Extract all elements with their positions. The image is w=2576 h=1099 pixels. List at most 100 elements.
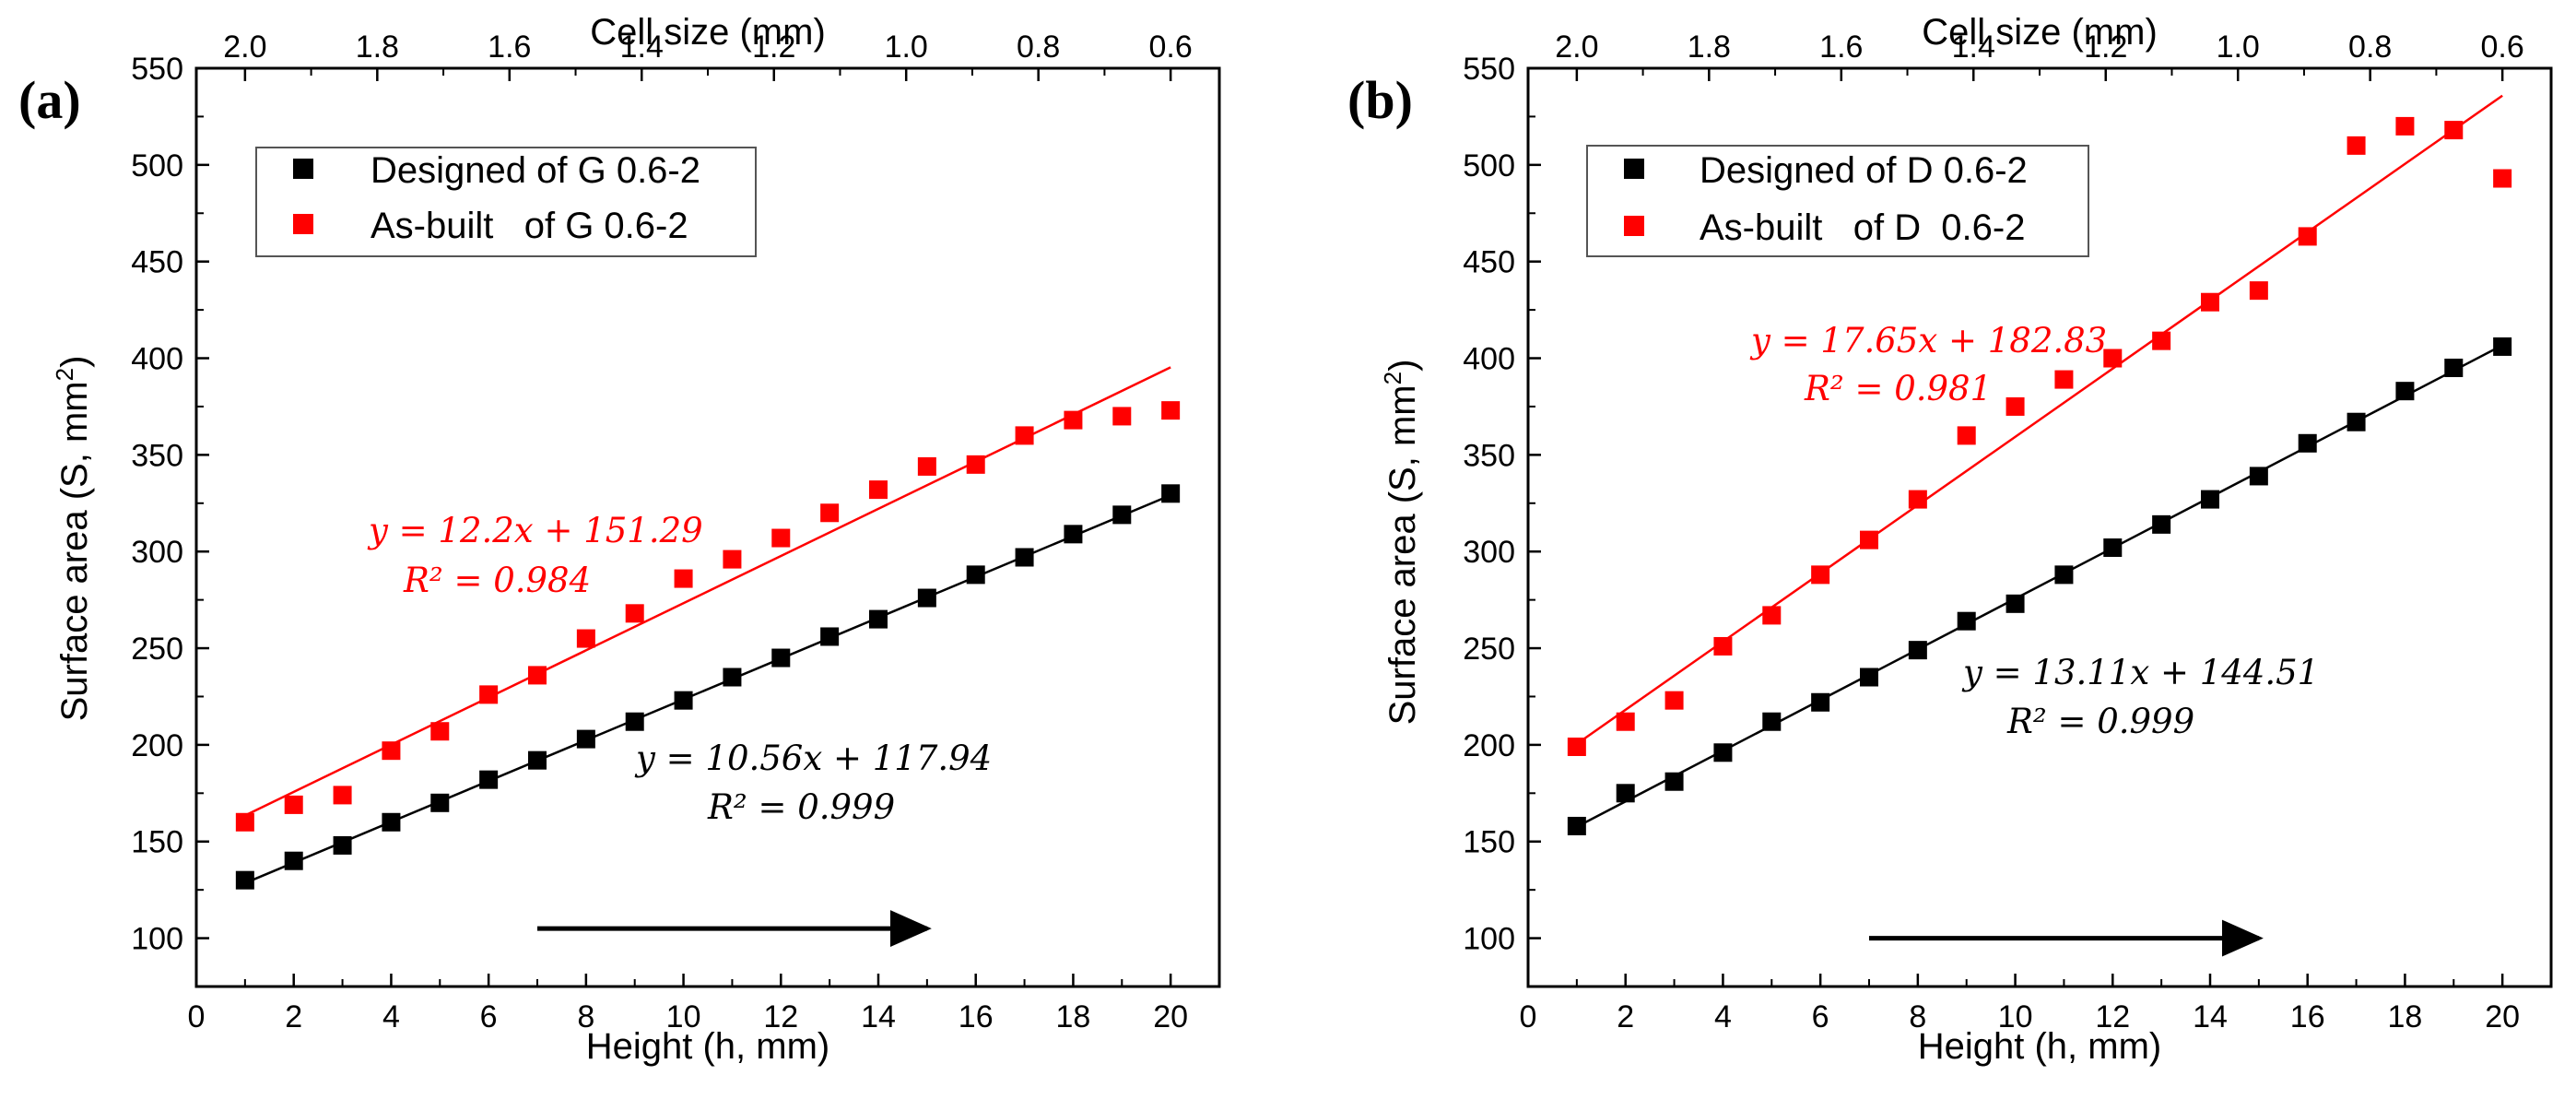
panel-label-b: (b) bbox=[1347, 70, 1413, 130]
legend-a: Designed of G 0.6-2 As-built of G 0.6-2 bbox=[255, 147, 757, 257]
top-tick-label-b: 1.6 bbox=[1819, 30, 1863, 65]
y-axis-title-a: Surface area (S, mm2) bbox=[51, 356, 95, 722]
point-designed-b bbox=[1811, 692, 1830, 712]
point-designed-a bbox=[820, 627, 840, 646]
x-tick-label-a: 18 bbox=[1056, 999, 1091, 1034]
top-tick-label-a: 2.0 bbox=[223, 30, 266, 65]
point-asbuilt-a bbox=[869, 480, 888, 500]
point-designed-a bbox=[528, 750, 547, 770]
x-tick-label-a: 4 bbox=[382, 999, 400, 1034]
point-designed-b bbox=[1957, 611, 1976, 631]
point-asbuilt-b bbox=[2298, 227, 2317, 246]
ticks-b: 0 2 4 6 8 10 12 14 16 18 20 100 150 200 250 300 350 400 45… bbox=[1463, 30, 2524, 1034]
point-asbuilt-b bbox=[1664, 691, 1684, 710]
point-designed-b bbox=[2054, 565, 2074, 585]
point-asbuilt-a bbox=[333, 786, 352, 805]
panel-a: (a) Cell size (mm) Height (h, mm) Surfac… bbox=[18, 12, 1221, 1067]
point-designed-a bbox=[479, 770, 499, 789]
point-asbuilt-b bbox=[1713, 636, 1733, 656]
point-asbuilt-b bbox=[1908, 490, 1927, 509]
legend-marker-designed-a bbox=[293, 159, 313, 179]
point-asbuilt-b bbox=[2347, 136, 2366, 155]
equation-designed-a: y = 10.56x + 117.94 bbox=[634, 739, 992, 778]
point-asbuilt-b bbox=[2152, 331, 2171, 350]
x-tick-label-a: 14 bbox=[861, 999, 896, 1034]
legend-label-designed-b: Designed of D 0.6-2 bbox=[1700, 150, 2028, 191]
y-tick-label-b: 350 bbox=[1463, 438, 1515, 473]
legend-label-asbuilt-a: As-built of G 0.6-2 bbox=[371, 206, 688, 246]
legend-marker-asbuilt-a bbox=[293, 214, 313, 234]
x-tick-label-a: 20 bbox=[1153, 999, 1188, 1034]
point-designed-a bbox=[625, 712, 644, 731]
point-asbuilt-b bbox=[2103, 349, 2123, 368]
y-tick-label-b: 400 bbox=[1463, 342, 1515, 377]
top-tick-label-a: 1.6 bbox=[488, 30, 531, 65]
point-asbuilt-b bbox=[2054, 370, 2074, 389]
point-asbuilt-a bbox=[284, 795, 303, 814]
point-designed-b bbox=[1616, 784, 1635, 803]
y-tick-label-b: 200 bbox=[1463, 728, 1515, 763]
point-designed-b bbox=[2298, 433, 2317, 453]
y-tick-label-a: 500 bbox=[131, 148, 183, 183]
point-asbuilt-b bbox=[1567, 737, 1586, 756]
x-tick-label-b: 14 bbox=[2193, 999, 2228, 1034]
x-tick-label-a: 12 bbox=[763, 999, 798, 1034]
r2-asbuilt-b: R² = 0.981 bbox=[1804, 369, 1992, 408]
plot-frame-a bbox=[194, 66, 1221, 988]
r2-asbuilt-a: R² = 0.984 bbox=[403, 561, 591, 600]
top-tick-label-a: 1.0 bbox=[885, 30, 928, 65]
top-tick-label-b: 1.0 bbox=[2217, 30, 2260, 65]
point-asbuilt-a bbox=[1112, 407, 1132, 426]
point-asbuilt-b bbox=[2249, 281, 2268, 301]
point-designed-a bbox=[723, 668, 742, 687]
point-designed-b bbox=[2395, 382, 2415, 401]
point-asbuilt-a bbox=[674, 569, 693, 588]
point-asbuilt-a bbox=[528, 666, 547, 685]
y-tick-label-a: 550 bbox=[131, 52, 183, 87]
x-tick-label-b: 2 bbox=[1617, 999, 1634, 1034]
point-designed-a bbox=[966, 565, 985, 585]
point-asbuilt-a bbox=[479, 685, 499, 704]
x-tick-label-b: 20 bbox=[2485, 999, 2520, 1034]
x-tick-label-b: 10 bbox=[1998, 999, 2033, 1034]
top-tick-label-b: 2.0 bbox=[1555, 30, 1598, 65]
point-asbuilt-a bbox=[771, 528, 791, 548]
top-tick-label-a: 1.2 bbox=[752, 30, 795, 65]
point-asbuilt-a bbox=[576, 629, 595, 648]
point-asbuilt-a bbox=[430, 722, 450, 741]
y-tick-label-a: 100 bbox=[131, 922, 183, 957]
point-asbuilt-a bbox=[917, 456, 936, 476]
point-asbuilt-b bbox=[1762, 606, 1782, 625]
point-designed-b bbox=[2152, 514, 2171, 534]
point-designed-a bbox=[430, 793, 450, 812]
point-designed-a bbox=[1015, 548, 1034, 567]
point-designed-b bbox=[2347, 412, 2366, 431]
y-tick-label-b: 100 bbox=[1463, 922, 1515, 957]
y-tick-label-a: 450 bbox=[131, 245, 183, 280]
r2-designed-a: R² = 0.999 bbox=[707, 787, 895, 827]
top-tick-label-a: 1.8 bbox=[356, 30, 399, 65]
point-designed-a bbox=[1112, 505, 1132, 525]
point-designed-b bbox=[1713, 743, 1733, 762]
x-tick-label-b: 0 bbox=[1520, 999, 1537, 1034]
point-designed-b bbox=[2444, 359, 2464, 378]
point-designed-a bbox=[771, 648, 791, 668]
y-tick-label-a: 250 bbox=[131, 632, 183, 667]
point-designed-a bbox=[333, 835, 352, 855]
x-tick-label-b: 4 bbox=[1714, 999, 1732, 1034]
point-asbuilt-b bbox=[2395, 116, 2415, 136]
point-asbuilt-b bbox=[2444, 121, 2464, 140]
point-asbuilt-b bbox=[1860, 530, 1878, 550]
panel-label-a: (a) bbox=[18, 70, 81, 130]
y-tick-label-a: 350 bbox=[131, 438, 183, 473]
point-designed-b bbox=[1762, 712, 1782, 731]
point-asbuilt-a bbox=[1064, 410, 1083, 430]
legend-marker-asbuilt-b bbox=[1624, 216, 1644, 236]
x-tick-label-a: 0 bbox=[188, 999, 206, 1034]
y-tick-label-b: 500 bbox=[1463, 148, 1515, 183]
point-designed-b bbox=[2201, 490, 2219, 509]
point-designed-a bbox=[674, 691, 693, 710]
plot-frame-b bbox=[1526, 66, 2553, 988]
equation-asbuilt-b: y = 17.65x + 182.83 bbox=[1749, 321, 2107, 360]
